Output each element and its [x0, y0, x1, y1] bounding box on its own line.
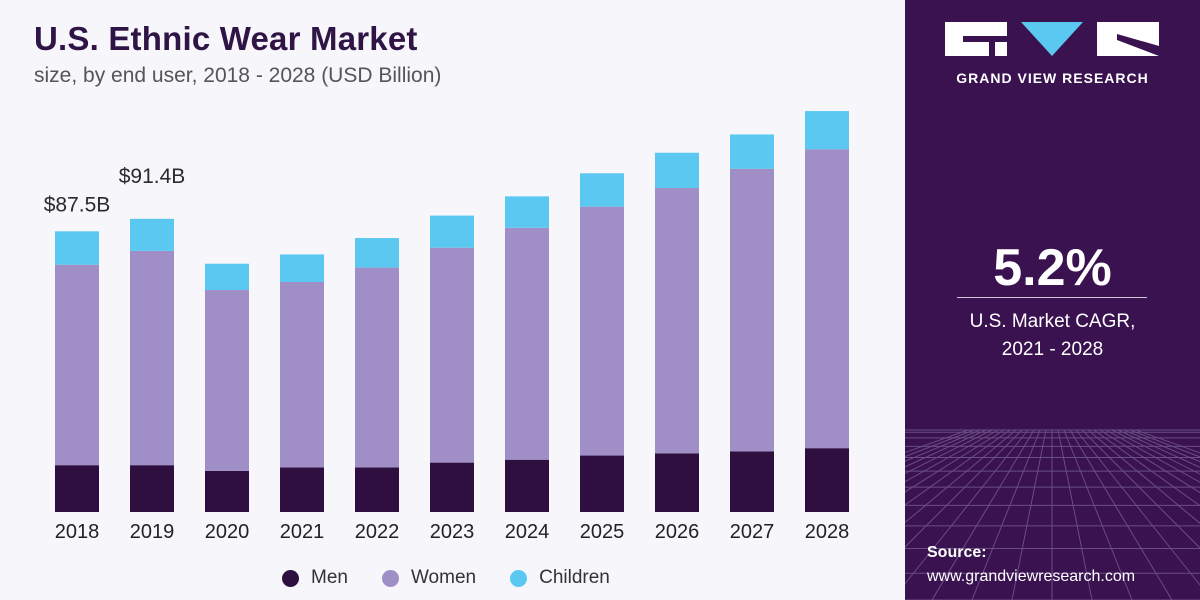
chart-panel: U.S. Ethnic Wear Market size, by end use…	[34, 20, 850, 590]
x-tick-label-2025: 2025	[580, 521, 625, 543]
bar-men-2019	[130, 465, 174, 512]
grid-line	[931, 429, 1035, 600]
x-tick-label-2023: 2023	[430, 521, 475, 543]
bar-women-2027	[730, 168, 774, 452]
grid-line	[1011, 429, 1047, 600]
x-tick-label-2028: 2028	[805, 521, 850, 543]
bar-men-2028	[805, 448, 849, 512]
bar-women-2024	[505, 227, 549, 460]
bar-children-2019	[130, 218, 174, 251]
x-tick-label-2027: 2027	[730, 521, 775, 543]
grid-line	[1099, 429, 1200, 494]
cagr-label-line2: 2021 - 2028	[1001, 339, 1104, 360]
legend-label-women: Women	[410, 567, 477, 588]
x-tick-label-2020: 2020	[205, 521, 250, 543]
gvr-logo-icon	[945, 22, 1159, 56]
legend-dot-children	[510, 569, 528, 587]
bar-children-2021	[280, 254, 324, 283]
cagr-label: U.S. Market CAGR, 2021 - 2028	[905, 308, 1200, 364]
bar-children-2025	[580, 173, 624, 207]
bar-women-2028	[805, 149, 849, 449]
x-tick-label-2021: 2021	[280, 521, 325, 543]
decorative-grid-background	[905, 429, 1200, 600]
sidebar-panel: GRAND VIEW RESEARCH 5.2% U.S. Market CAG…	[905, 0, 1200, 600]
legend-label-men: Men	[311, 567, 348, 588]
grid-line	[905, 429, 993, 475]
bar-women-2018	[55, 264, 99, 466]
legend-item-children: Children	[510, 567, 610, 589]
grid-line	[1105, 429, 1200, 483]
grid-line	[905, 429, 1017, 524]
bar-children-2018	[55, 231, 99, 265]
chart-title: U.S. Ethnic Wear Market	[34, 20, 418, 57]
bar-men-2025	[580, 455, 624, 512]
bar-children-2024	[505, 196, 549, 228]
x-tick-label-2019: 2019	[130, 521, 175, 543]
bar-men-2022	[355, 467, 399, 512]
bar-women-2026	[655, 188, 699, 454]
bar-men-2027	[730, 451, 774, 512]
bar-women-2023	[430, 247, 474, 463]
legend-item-women: Women	[381, 567, 477, 589]
bar-children-2026	[655, 152, 699, 189]
legend-label-children: Children	[539, 567, 610, 588]
bar-women-2025	[580, 206, 624, 456]
bar-children-2023	[430, 215, 474, 248]
grid-line	[1093, 429, 1200, 507]
chart-subtitle: size, by end user, 2018 - 2028 (USD Bill…	[34, 64, 442, 87]
x-tick-label-2022: 2022	[355, 521, 400, 543]
grid-line	[1075, 429, 1200, 586]
grid-line	[905, 429, 1023, 548]
bar-women-2021	[280, 282, 324, 468]
source-label: Source:	[927, 544, 987, 561]
grid-line	[905, 429, 1029, 585]
grid-line	[1111, 429, 1200, 475]
grid-line	[971, 429, 1041, 600]
data-label-2018: $87.5B	[44, 193, 111, 216]
x-tick-label-2026: 2026	[655, 521, 700, 543]
x-tick-label-2024: 2024	[505, 521, 550, 543]
cagr-divider	[957, 297, 1147, 298]
grid-line	[1117, 429, 1200, 468]
grid-line	[1069, 429, 1173, 600]
grid-line	[905, 429, 987, 468]
legend-item-men: Men	[282, 567, 348, 589]
bar-children-2027	[730, 134, 774, 169]
source-url: www.grandviewresearch.com	[927, 568, 1136, 585]
brand-name: GRAND VIEW RESEARCH	[956, 70, 1149, 86]
bar-children-2020	[205, 263, 249, 291]
bar-children-2022	[355, 238, 399, 268]
bar-men-2023	[430, 462, 474, 512]
bar-women-2020	[205, 290, 249, 471]
grid-line	[1063, 429, 1133, 600]
x-tick-label-2018: 2018	[55, 521, 100, 543]
grid-line	[1087, 429, 1200, 524]
bar-women-2019	[130, 250, 174, 466]
legend-dot-men	[282, 569, 299, 587]
grid-line	[1123, 429, 1200, 463]
cagr-label-line1: U.S. Market CAGR,	[969, 311, 1136, 332]
bar-men-2026	[655, 453, 699, 512]
data-label-2019: $91.4B	[119, 165, 186, 188]
grid-line	[1081, 429, 1200, 549]
bar-men-2024	[505, 459, 549, 512]
bar-women-2022	[355, 267, 399, 468]
legend-dot-women	[381, 569, 399, 587]
grid-line	[905, 429, 999, 483]
bar-men-2018	[55, 465, 99, 512]
grid-line	[905, 429, 981, 462]
bar-men-2020	[205, 470, 249, 512]
grid-line	[905, 429, 1005, 493]
grid-line	[1057, 429, 1093, 600]
chart-legend: Men Women Children	[282, 566, 644, 590]
bar-children-2028	[805, 111, 849, 150]
cagr-value: 5.2%	[993, 239, 1112, 297]
grid-line	[905, 429, 1011, 506]
bar-men-2021	[280, 467, 324, 512]
stacked-bar-chart: 2018 2019 2020 2021 2022 2023 2024 2025 2026 2027…	[44, 111, 850, 543]
